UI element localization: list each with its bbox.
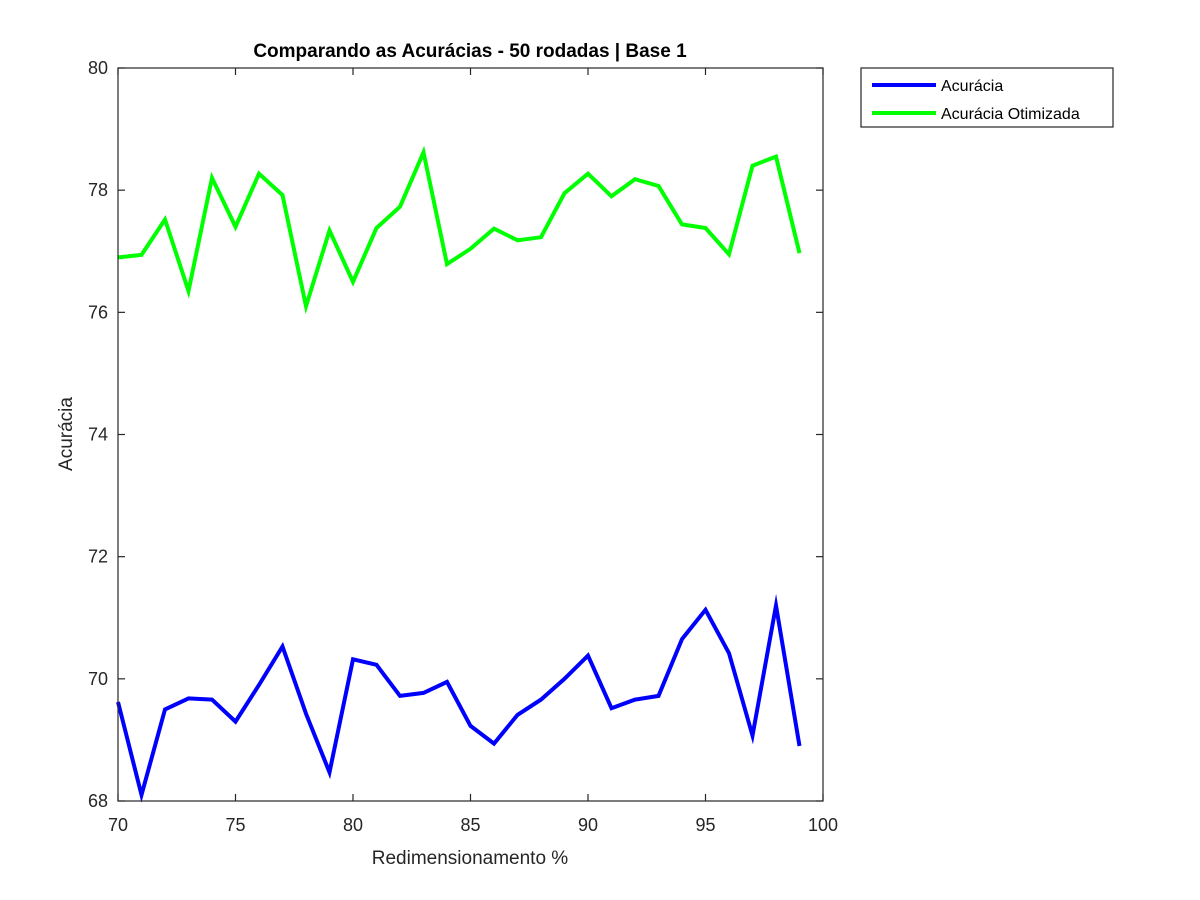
x-tick-label: 85 — [460, 815, 480, 835]
series-line-1 — [116, 593, 802, 803]
legend: Acurácia Acurácia Otimizada — [860, 67, 1114, 128]
x-axis: 70 75 80 85 90 95 100 — [108, 68, 838, 835]
x-tick-label: 100 — [808, 815, 838, 835]
x-tick-label: 90 — [578, 815, 598, 835]
x-tick-label: 80 — [343, 815, 363, 835]
legend-label: Acurácia — [941, 78, 1003, 95]
x-axis-label: Redimensionamento % — [372, 848, 569, 869]
y-axis-label: Acurácia — [56, 397, 77, 471]
x-tick-label: 95 — [695, 815, 715, 835]
y-tick-label: 74 — [88, 425, 108, 445]
y-axis: 68 70 72 74 76 78 80 — [88, 58, 823, 811]
y-tick-label: 80 — [88, 58, 108, 78]
legend-label: Acurácia Otimizada — [941, 106, 1080, 123]
legend-box — [860, 67, 1114, 128]
y-tick-label: 68 — [88, 791, 108, 811]
y-tick-label: 76 — [88, 302, 108, 322]
x-tick-label: 70 — [108, 815, 128, 835]
series-line-2 — [117, 145, 802, 315]
y-tick-label: 72 — [88, 547, 108, 567]
chart-title: Comparando as Acurácias - 50 rodadas | B… — [253, 41, 687, 62]
plot-area — [118, 68, 823, 801]
y-tick-label: 70 — [88, 669, 108, 689]
series-layer — [116, 145, 802, 803]
y-tick-label: 78 — [88, 180, 108, 200]
x-tick-label: 75 — [225, 815, 245, 835]
